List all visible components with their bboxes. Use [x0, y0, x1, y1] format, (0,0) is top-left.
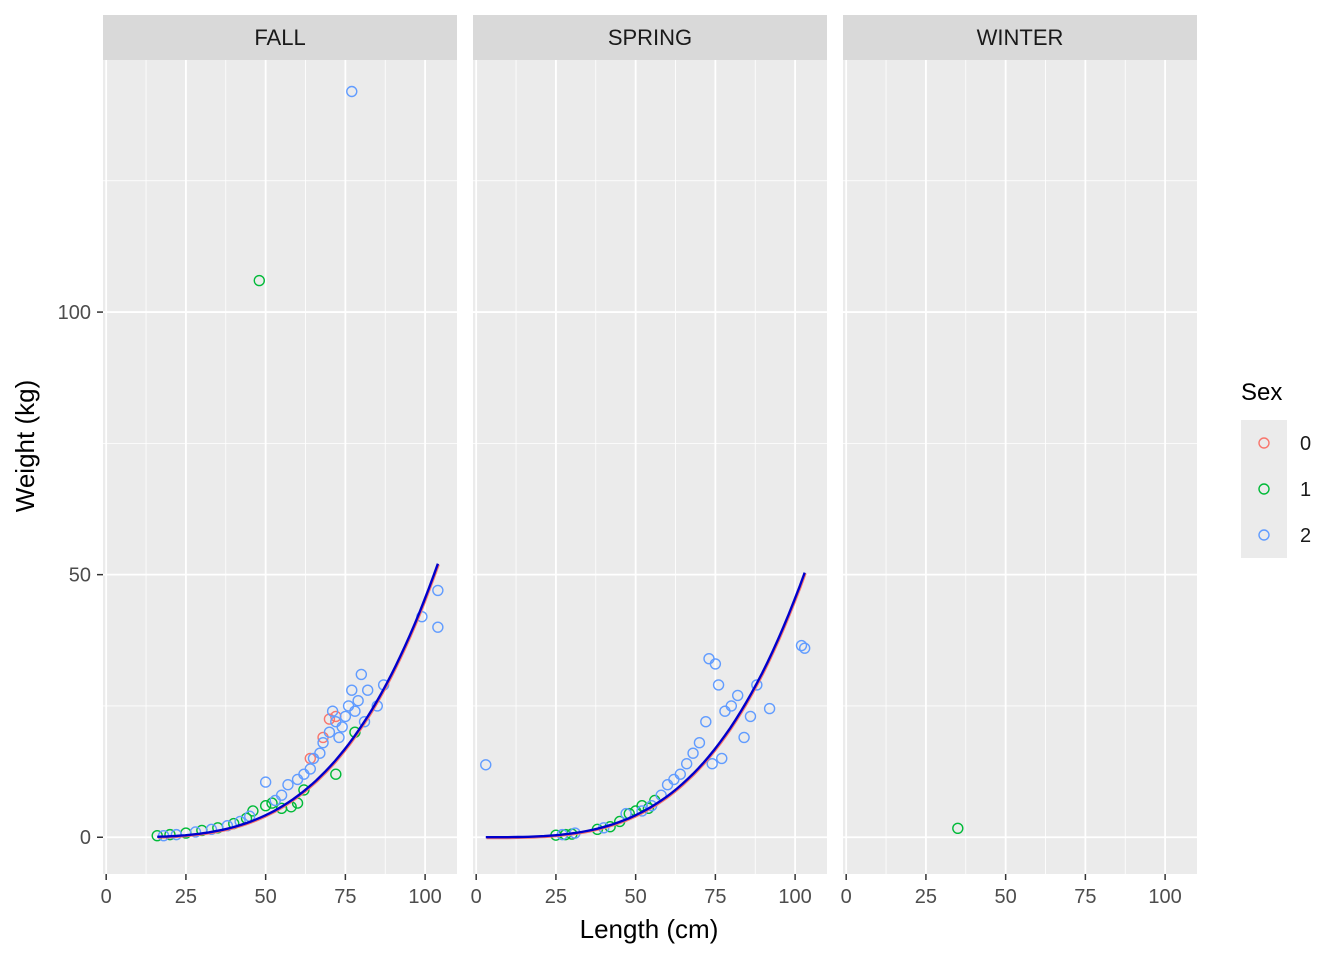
facet-strip [473, 15, 827, 60]
data-point-sex-2 [751, 679, 763, 691]
data-point-sex-1 [253, 274, 265, 287]
data-point-sex-2 [706, 758, 718, 770]
data-point-sex-1 [952, 822, 964, 835]
data-point-sex-2 [744, 710, 757, 723]
legend-keys: 0 1 2 [1241, 420, 1311, 558]
x-tick-label: 75 [704, 886, 726, 908]
data-point-sex-2 [763, 702, 776, 715]
data-point-sex-2 [716, 752, 728, 765]
facet-strip [103, 15, 457, 60]
legend-key-sex-1 [1258, 483, 1270, 495]
legend-key-sex-2 [1258, 529, 1270, 541]
legend-key-background [1241, 512, 1287, 558]
data-point-sex-2 [795, 639, 808, 652]
data-point-sex-2 [304, 763, 316, 775]
data-point-sex-2 [259, 776, 272, 788]
data-point-sex-2 [362, 684, 374, 696]
facet-label: WINTER [977, 25, 1064, 50]
data-point-sex-2 [317, 737, 329, 749]
data-point-sex-2 [712, 679, 725, 691]
legend-label-sex-2: 2 [1300, 525, 1311, 547]
panel-background [473, 60, 827, 874]
x-tick-label: 50 [625, 886, 647, 908]
data-point-sex-2 [314, 747, 326, 759]
panel-spring: SPRING 0 25 50 75 100 [471, 15, 827, 908]
x-tick-label: 75 [1074, 886, 1096, 908]
facet-label: FALL [254, 25, 305, 50]
data-point-sex-1 [642, 802, 655, 815]
legend-key-background [1241, 466, 1287, 512]
panel-fall: FALL 0 25 50 75 100 0 50 100 [58, 15, 457, 908]
x-tick-label: 0 [101, 886, 112, 908]
data-point-sex-2 [336, 721, 348, 733]
data-point-sex-1 [298, 784, 310, 796]
panel-winter: WINTER 0 25 50 75 100 [841, 15, 1197, 908]
fit-curve-all [157, 563, 440, 838]
panel-background [103, 60, 457, 874]
x-tick-label: 25 [545, 886, 567, 908]
data-point-sex-2 [725, 700, 738, 712]
data-point-sex-1 [266, 797, 278, 809]
y-tick-label: 0 [80, 827, 91, 849]
legend-label-sex-1: 1 [1300, 479, 1311, 501]
x-axis-title: Length (cm) [580, 914, 719, 944]
data-point-sex-1 [330, 768, 342, 780]
x-tick-label: 75 [334, 886, 356, 908]
data-point-sex-2 [333, 731, 345, 744]
data-point-sex-2 [326, 705, 339, 717]
data-point-sex-2 [709, 658, 722, 670]
facet-label: SPRING [608, 25, 692, 50]
data-point-sex-2 [339, 710, 352, 723]
data-point-sex-2 [687, 747, 699, 759]
data-point-sex-2 [480, 759, 492, 771]
legend-title: Sex [1241, 379, 1282, 406]
data-point-sex-2 [355, 668, 368, 681]
data-point-sex-2 [349, 705, 361, 717]
facet-strip [843, 15, 1197, 60]
data-point-sex-2 [738, 731, 750, 744]
legend-key-sex-0 [1258, 437, 1270, 449]
data-point-sex-2 [352, 694, 364, 707]
data-point-sex-1 [164, 828, 176, 841]
data-point-sex-2 [674, 768, 686, 780]
legend-label-sex-0: 0 [1300, 433, 1311, 455]
data-point-sex-2 [680, 758, 693, 770]
data-point-sex-2 [282, 779, 294, 791]
data-point-sex-2 [358, 716, 371, 728]
x-tick-label: 25 [915, 886, 937, 908]
data-point-sex-2 [798, 642, 811, 654]
x-tick-label: 50 [995, 886, 1017, 908]
data-point-sex-2 [323, 726, 336, 738]
x-tick-label: 0 [471, 886, 482, 908]
panel-background [843, 60, 1197, 874]
y-axis-title: Weight (kg) [10, 380, 40, 512]
x-tick-label: 0 [841, 886, 852, 908]
x-tick-label: 25 [175, 886, 197, 908]
data-point-sex-2 [700, 716, 712, 728]
data-point-sex-2 [432, 621, 444, 633]
x-tick-label: 100 [408, 886, 441, 908]
x-tick-label: 100 [778, 886, 811, 908]
legend: Sex 0 1 2 [1241, 379, 1311, 558]
fit-curve-all [485, 572, 806, 839]
y-tick-label: 100 [58, 302, 91, 324]
data-point-sex-2 [346, 85, 358, 98]
data-point-sex-0 [323, 713, 336, 725]
x-tick-label: 100 [1148, 886, 1181, 908]
y-tick-label: 50 [69, 565, 91, 587]
data-point-sex-1 [259, 800, 272, 812]
data-point-sex-2 [346, 684, 358, 696]
data-point-sex-2 [693, 737, 706, 749]
data-point-sex-2 [205, 823, 218, 836]
data-point-sex-2 [432, 584, 444, 597]
legend-key-background [1241, 420, 1287, 466]
data-point-sex-2 [275, 789, 288, 801]
data-point-sex-2 [189, 826, 202, 838]
data-point-sex-2 [732, 689, 744, 702]
x-tick-label: 50 [255, 886, 277, 908]
